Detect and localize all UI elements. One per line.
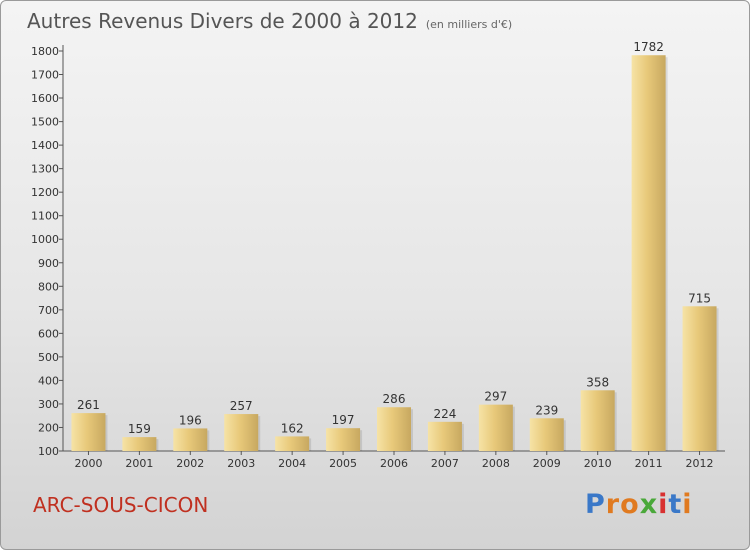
y-tick-label: 1100 bbox=[31, 210, 59, 223]
y-tick-label: 800 bbox=[38, 280, 59, 293]
logo-letter: o bbox=[620, 489, 640, 520]
data-label: 196 bbox=[179, 413, 202, 427]
bar-2004 bbox=[275, 436, 310, 451]
chart-title: Autres Revenus Divers de 2000 à 2012 (en … bbox=[27, 9, 512, 33]
bar-2006 bbox=[377, 407, 411, 451]
y-tick-label: 900 bbox=[38, 257, 59, 270]
x-tick-label: 2001 bbox=[125, 457, 153, 470]
y-tick-label: 1300 bbox=[31, 163, 59, 176]
bar-2002 bbox=[173, 428, 208, 451]
y-tick-label: 100 bbox=[38, 445, 59, 458]
data-label: 162 bbox=[281, 421, 304, 435]
data-label: 197 bbox=[332, 413, 355, 427]
commune-name: ARC-SOUS-CICON bbox=[33, 493, 209, 517]
logo-letter: i bbox=[658, 489, 669, 520]
y-tick-label: 600 bbox=[38, 327, 59, 340]
x-tick-label: 2009 bbox=[533, 457, 561, 470]
y-tick-label: 1500 bbox=[31, 116, 59, 129]
bar-2003 bbox=[224, 414, 259, 451]
data-label: 159 bbox=[128, 422, 151, 436]
y-tick-label: 700 bbox=[38, 304, 59, 317]
chart-title-text: Autres Revenus Divers de 2000 à 2012 bbox=[27, 9, 418, 33]
bar-2001 bbox=[122, 437, 157, 451]
x-tick-label: 2010 bbox=[584, 457, 612, 470]
data-label: 261 bbox=[77, 398, 100, 412]
y-tick-label: 400 bbox=[38, 374, 59, 387]
data-label: 358 bbox=[586, 375, 609, 389]
y-tick-label: 1800 bbox=[31, 45, 59, 58]
data-label: 1782 bbox=[633, 40, 664, 54]
bar-2008 bbox=[478, 404, 513, 451]
x-tick-label: 2002 bbox=[176, 457, 204, 470]
logo-letter: i bbox=[682, 489, 693, 520]
x-tick-label: 2003 bbox=[227, 457, 255, 470]
y-tick-label: 300 bbox=[38, 398, 59, 411]
logo-letter: r bbox=[605, 489, 621, 520]
bar-2007 bbox=[427, 421, 462, 451]
x-tick-label: 2006 bbox=[380, 457, 408, 470]
bar-2010 bbox=[580, 390, 615, 451]
y-tick-label: 1000 bbox=[31, 233, 59, 246]
y-tick-label: 1400 bbox=[31, 139, 59, 152]
bar-2005 bbox=[326, 428, 361, 451]
x-tick-label: 2008 bbox=[482, 457, 510, 470]
x-tick-label: 2000 bbox=[74, 457, 102, 470]
bar-2012 bbox=[682, 306, 717, 451]
bar-2000 bbox=[71, 413, 106, 451]
logo-letter: t bbox=[668, 489, 683, 520]
x-tick-label: 2012 bbox=[686, 457, 714, 470]
y-tick-label: 1200 bbox=[31, 186, 59, 199]
bar-2009 bbox=[529, 418, 564, 451]
y-tick-label: 1600 bbox=[31, 92, 59, 105]
data-label: 224 bbox=[433, 407, 456, 421]
logo-letter: x bbox=[639, 489, 659, 520]
y-tick-label: 1700 bbox=[31, 69, 59, 82]
data-label: 257 bbox=[230, 399, 253, 413]
chart-subtitle: (en milliers d'€) bbox=[425, 18, 513, 31]
y-tick-label: 500 bbox=[38, 351, 59, 364]
logo-letter: P bbox=[585, 489, 606, 520]
proxiti-logo: Proxiti bbox=[585, 489, 693, 520]
data-label: 286 bbox=[383, 392, 406, 406]
x-tick-label: 2007 bbox=[431, 457, 459, 470]
data-label: 297 bbox=[484, 390, 507, 404]
x-tick-label: 2004 bbox=[278, 457, 306, 470]
data-label: 239 bbox=[535, 403, 558, 417]
y-tick-label: 200 bbox=[38, 421, 59, 434]
x-tick-label: 2005 bbox=[329, 457, 357, 470]
data-label: 715 bbox=[688, 291, 711, 305]
x-tick-label: 2011 bbox=[635, 457, 663, 470]
bar-2011 bbox=[631, 55, 666, 452]
